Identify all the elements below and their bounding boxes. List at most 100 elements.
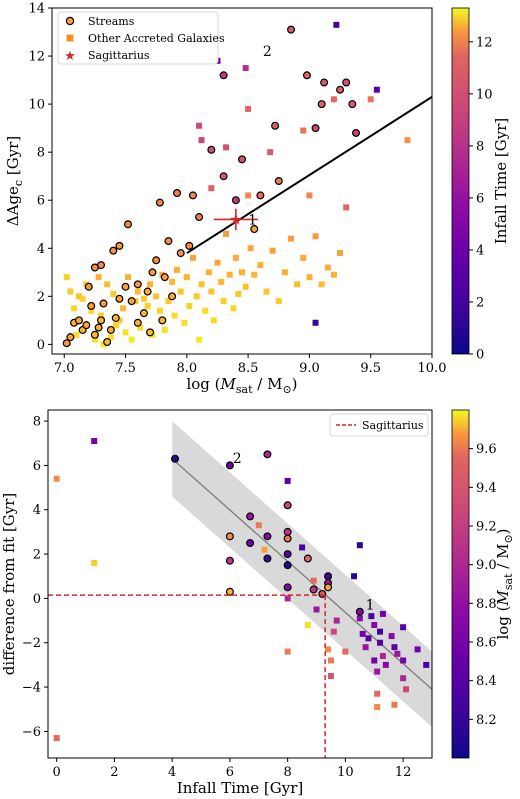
bottom-other-galaxy-point — [351, 573, 358, 580]
bottom-colorbar-tick-label: 9.0 — [476, 558, 497, 573]
bottom-other-galaxy-point — [330, 628, 337, 635]
top-other-galaxy-point — [330, 96, 337, 103]
top-other-galaxy-point — [223, 230, 230, 237]
top-stream-point — [82, 321, 91, 330]
top-other-galaxy-point — [267, 149, 274, 156]
top-stream-point — [173, 189, 182, 198]
legend-stream-marker — [65, 16, 75, 26]
bottom-other-galaxy-point — [304, 622, 311, 629]
top-other-galaxy-point — [134, 288, 141, 295]
bottom-other-galaxy-point — [400, 657, 407, 664]
bottom-x-axis-label: Infall Time [Gyr] — [177, 779, 303, 797]
bottom-annotation-label: 2 — [233, 451, 242, 467]
bottom-x-tick-label: 8 — [283, 765, 291, 780]
bottom-other-galaxy-point — [53, 475, 60, 482]
top-stream-point — [352, 128, 361, 137]
bottom-colorbar-label-main: log ( — [494, 605, 512, 639]
bottom-stream-point — [263, 532, 272, 541]
top-other-galaxy-point — [63, 274, 70, 281]
top-other-galaxy-point — [137, 324, 144, 331]
top-other-galaxy-point — [330, 271, 337, 278]
top-other-galaxy-point — [245, 105, 252, 112]
bottom-other-galaxy-point — [374, 668, 381, 675]
top-x-axis-label-close: ) — [292, 375, 298, 393]
top-other-galaxy-point — [112, 322, 119, 329]
bottom-x-tick-label: 10 — [337, 765, 354, 780]
bottom-y-tick-label: −4 — [22, 681, 41, 696]
top-other-galaxy-point — [263, 288, 270, 295]
top-other-galaxy-point — [306, 192, 313, 199]
top-stream-point — [99, 299, 108, 308]
bottom-y-tick-label: −2 — [22, 636, 41, 651]
bottom-stream-point — [225, 587, 234, 596]
bottom-stream-point — [283, 561, 292, 570]
bottom-stream-point — [225, 556, 234, 565]
top-other-galaxy-point — [186, 302, 193, 309]
bottom-other-galaxy-point — [414, 646, 421, 653]
top-other-galaxy-point — [183, 274, 190, 281]
top-stream-point — [115, 241, 124, 250]
bottom-other-galaxy-point — [310, 577, 317, 584]
bottom-y-tick-label: 6 — [33, 459, 41, 474]
bottom-stream-point — [309, 585, 318, 594]
top-colorbar: 0 2 4 6 8 10 12 Infall Time [Gyr] — [451, 7, 510, 363]
top-stream-point — [74, 316, 83, 325]
bottom-other-galaxy-point — [91, 438, 98, 445]
bottom-y-tick-label: −6 — [22, 725, 41, 740]
top-y-tick-label: 8 — [37, 146, 45, 161]
bottom-other-galaxy-point — [391, 701, 398, 708]
top-legend: Streams Other Accreted Galaxies ★ Sagitt… — [57, 11, 225, 65]
bottom-colorbar-gradient — [451, 409, 470, 759]
bottom-other-galaxy-point — [379, 610, 386, 617]
top-other-galaxy-point — [169, 278, 176, 285]
bottom-colorbar: 8.2 8.4 8.6 8.8 9.0 9.2 9.4 9.6 log (Msat / M⊙) — [451, 409, 515, 759]
bottom-other-galaxy-point — [261, 546, 268, 553]
top-other-galaxy-point — [165, 298, 172, 305]
top-other-galaxy-point — [230, 305, 237, 312]
bottom-stream-point — [324, 583, 333, 592]
top-colorbar-gradient — [451, 7, 470, 355]
top-other-galaxy-point — [226, 271, 233, 278]
bottom-other-galaxy-point — [374, 704, 381, 711]
bottom-stream-point — [283, 501, 292, 510]
top-other-galaxy-point — [404, 137, 411, 144]
top-other-galaxy-point — [242, 65, 249, 72]
top-other-galaxy-point — [120, 305, 127, 312]
bottom-stream-point — [324, 572, 333, 581]
top-other-galaxy-point — [110, 290, 117, 297]
top-other-galaxy-point — [300, 254, 307, 261]
top-colorbar-tick-label: 12 — [476, 35, 493, 50]
top-stream-point — [250, 225, 259, 234]
top-stream-point — [109, 246, 118, 255]
top-colorbar-tick-label: 6 — [476, 191, 484, 206]
fit-line — [186, 96, 433, 254]
bottom-colorbar-tick-label: 8.8 — [476, 597, 497, 612]
top-stream-point — [168, 292, 177, 301]
top-other-galaxy-point — [189, 254, 196, 261]
top-stream-point — [238, 155, 247, 164]
top-other-galaxy-point — [306, 274, 313, 281]
bottom-stream-point — [263, 554, 272, 563]
top-other-galaxy-point — [156, 307, 163, 314]
top-other-galaxy-point — [223, 144, 230, 151]
bottom-other-galaxy-point — [342, 648, 349, 655]
top-stream-point — [90, 330, 99, 339]
bottom-colorbar-label-sun: ⊙ — [502, 534, 515, 543]
top-stream-point — [103, 337, 112, 346]
bottom-colorbar-tick-label: 9.4 — [476, 481, 497, 496]
bottom-other-galaxy-point — [371, 622, 378, 629]
bottom-stream-point — [283, 527, 292, 536]
top-stream-point — [146, 328, 155, 337]
top-y-tick-label: 6 — [37, 194, 45, 209]
bottom-other-galaxy-point — [359, 630, 366, 637]
top-stream-point — [115, 294, 124, 303]
top-stream-point — [97, 261, 106, 270]
top-x-axis-label-subscript: sat — [236, 383, 253, 396]
top-colorbar-tick-label: 0 — [476, 348, 484, 363]
bottom-other-galaxy-point — [362, 644, 369, 651]
top-y-tick-label: 12 — [28, 50, 45, 65]
bottom-stream-point — [246, 512, 255, 521]
